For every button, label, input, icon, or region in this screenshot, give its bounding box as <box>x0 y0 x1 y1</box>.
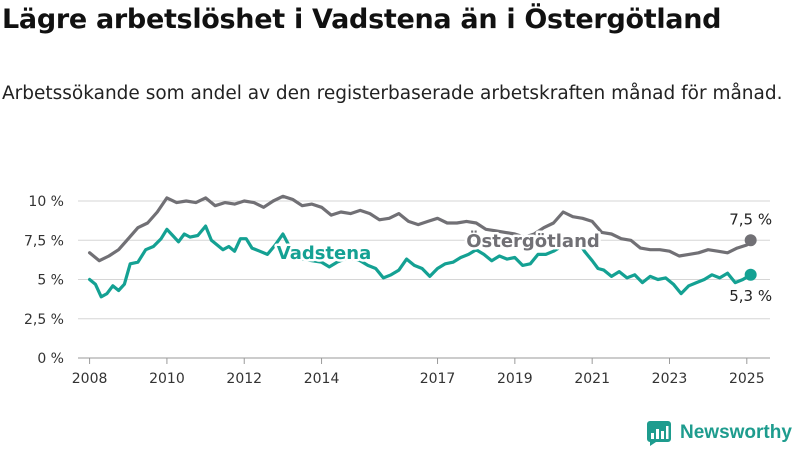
y-tick-label: 7,5 % <box>24 233 64 249</box>
x-tick-label: 2017 <box>420 371 456 387</box>
y-tick-label: 5 % <box>37 273 64 289</box>
series-name-vadstena: Vadstena <box>277 243 371 264</box>
series-line-vadstena <box>88 224 753 299</box>
bar-chart-logo-icon <box>647 421 671 446</box>
y-tick-label: 10 % <box>28 194 64 210</box>
end-value-ostergotland: 7,5 % <box>729 210 772 228</box>
x-tick-label: 2014 <box>304 371 340 387</box>
x-tick-label: 2010 <box>149 371 185 387</box>
x-tick-label: 2012 <box>226 371 262 387</box>
series-end-point <box>744 268 757 281</box>
series-name-ostergotland: Östergötland <box>466 230 600 252</box>
chart-title: Lägre arbetslöshet i Vadstena än i Öster… <box>2 4 722 35</box>
series-lines <box>88 194 757 299</box>
x-tick-label: 2021 <box>574 371 610 387</box>
end-value-vadstena: 5,3 % <box>729 287 772 305</box>
series-end-point <box>744 234 757 247</box>
x-tick-label: 2019 <box>497 371 533 387</box>
series-line-östergötland <box>88 194 753 263</box>
x-tick-label: 2008 <box>72 371 108 387</box>
chart-subtitle: Arbetssökande som andel av den registerb… <box>2 83 783 104</box>
x-tick-label: 2023 <box>652 371 688 387</box>
brand-name: Newsworthy <box>680 422 792 443</box>
newsworthy-brand: Newsworthy <box>646 420 792 446</box>
series-labels: Östergötland Vadstena 7,5 % 5,3 % <box>274 208 774 308</box>
y-tick-label: 2,5 % <box>24 312 64 328</box>
line-chart: 0 % 2,5 % 5 % 7,5 % 10 % 2008 2010 2012 2014 2017… <box>24 194 775 387</box>
x-tick-label: 2025 <box>729 371 765 387</box>
y-tick-label: 0 % <box>37 351 64 367</box>
axis-labels: 0 % 2,5 % 5 % 7,5 % 10 % 2008 2010 2012 2014 2017… <box>24 194 765 387</box>
